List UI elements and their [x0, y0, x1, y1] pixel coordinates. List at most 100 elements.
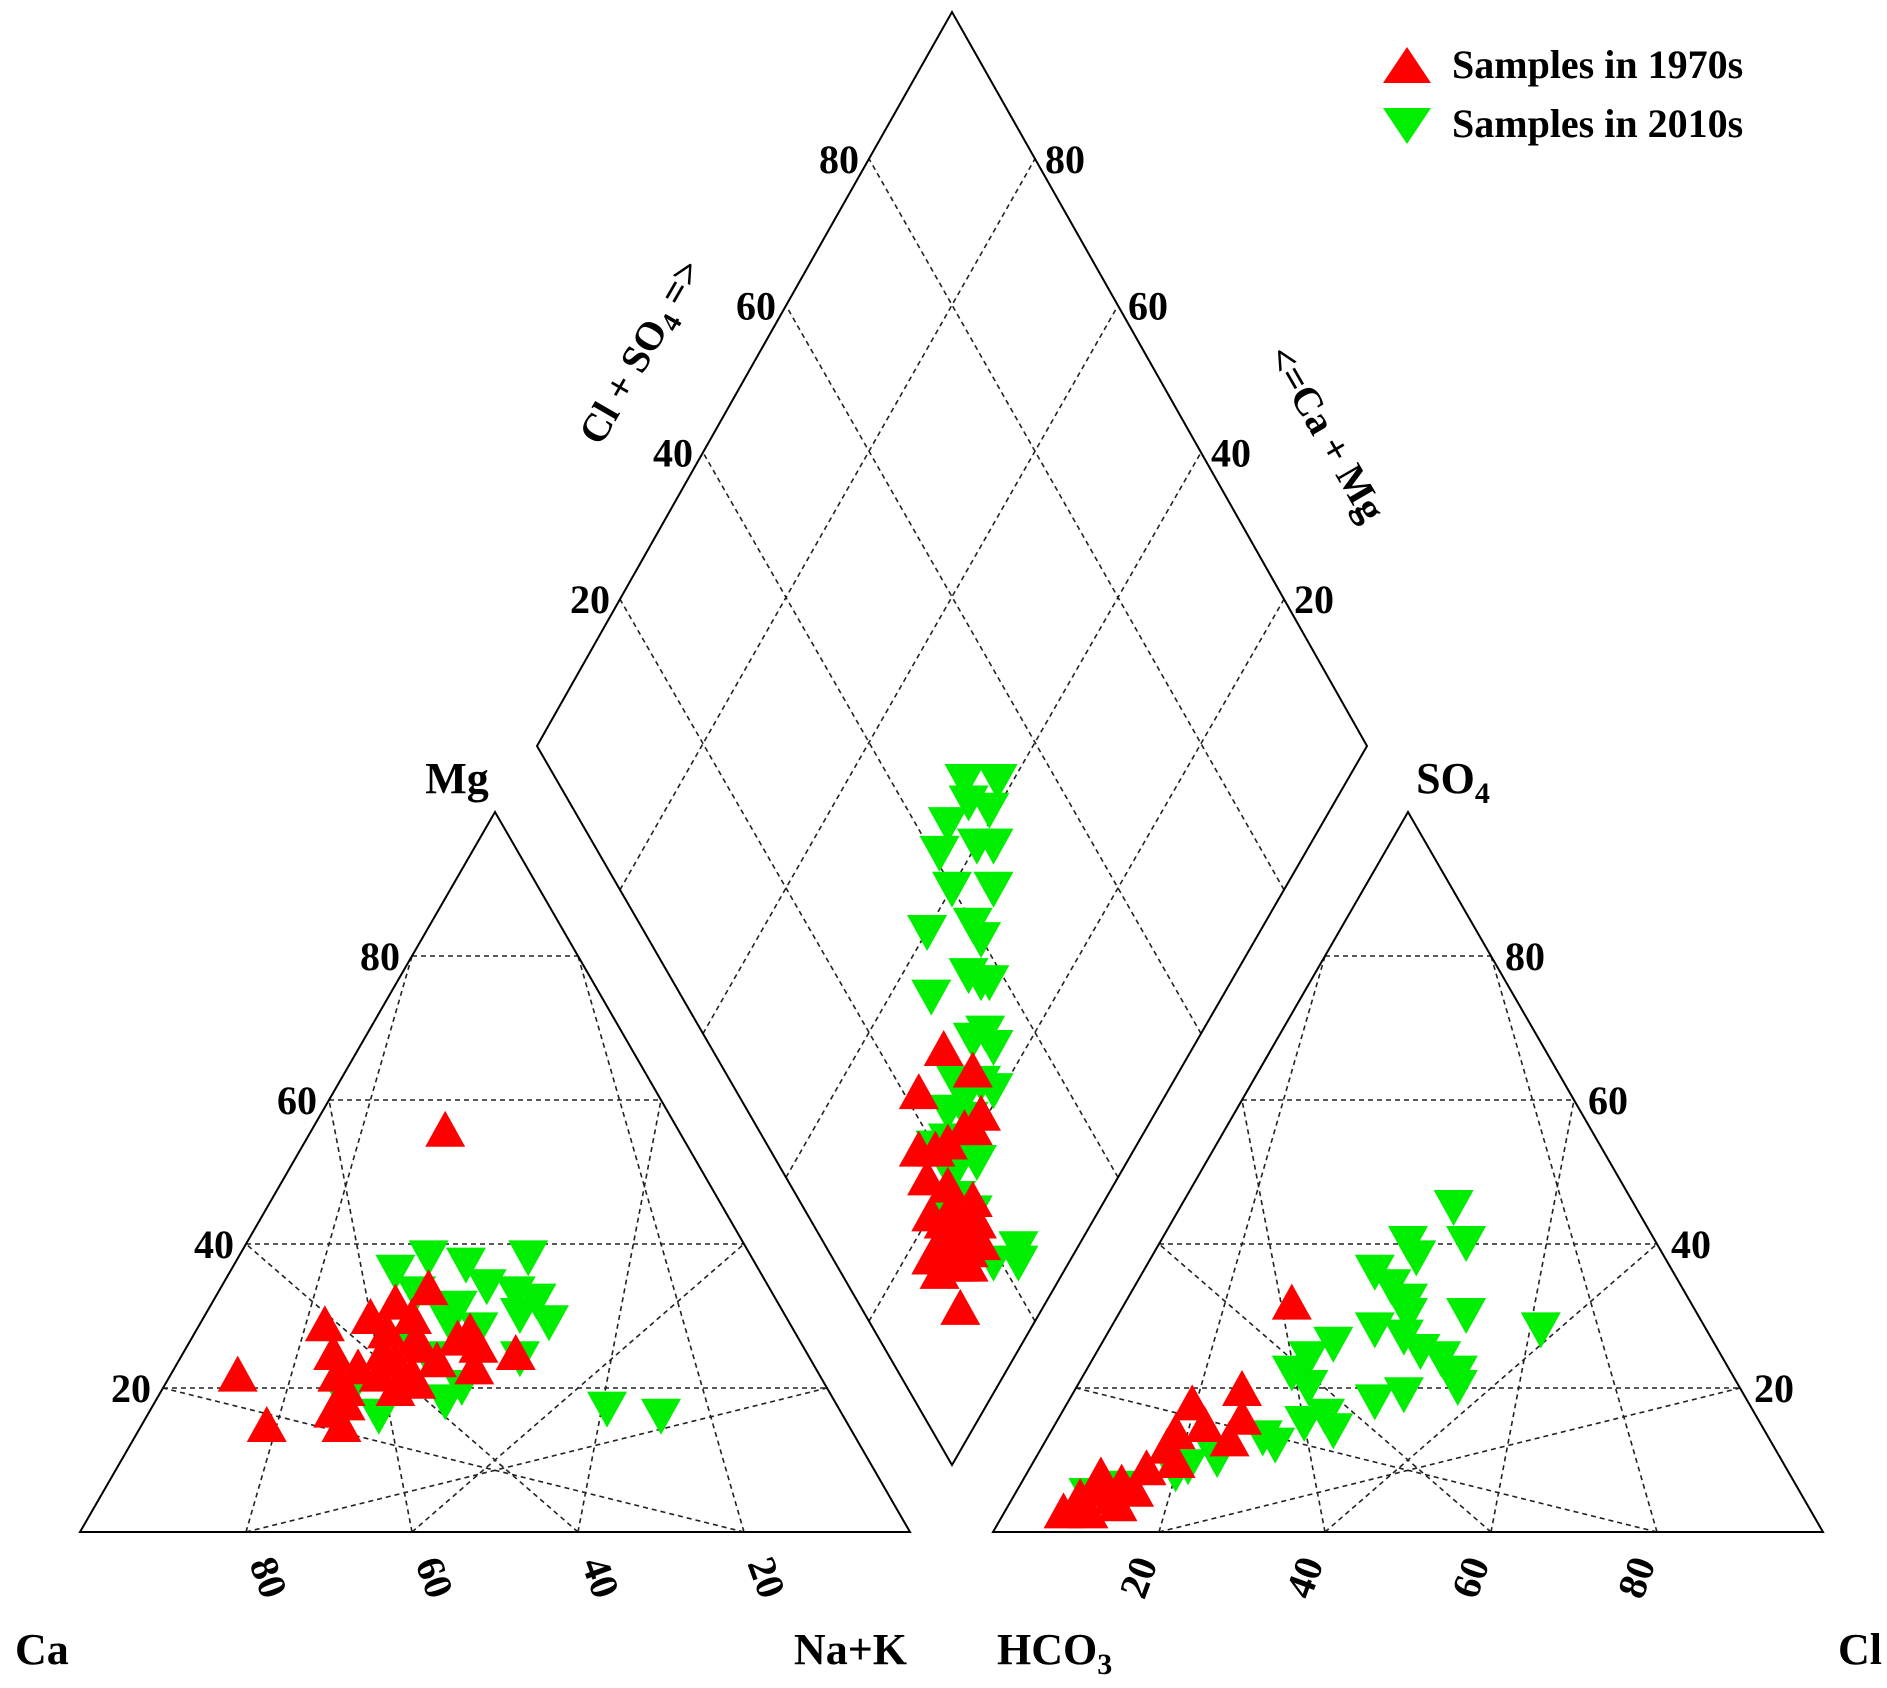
cation-point-1970s — [338, 1348, 379, 1385]
legend: Samples in 1970s Samples in 2010s — [1383, 42, 1743, 146]
anion-grid-right — [1490, 955, 1658, 1533]
diamond-point-2010s — [956, 1145, 997, 1182]
diamond-grid-line — [702, 452, 1119, 1178]
cation-point-1970s — [246, 1406, 287, 1442]
anion-point-2010s — [1354, 1384, 1395, 1421]
cation-point-1970s — [313, 1334, 354, 1370]
diamond-point-1970s — [927, 1123, 968, 1160]
anion-cl-tick: 60 — [1442, 1551, 1498, 1604]
diamond-point-2010s — [919, 835, 960, 872]
diamond-point-2010s — [973, 828, 1014, 865]
diamond-point-1970s — [907, 1159, 948, 1196]
anion-grid-left — [1075, 1387, 1658, 1533]
anion-point-2010s — [1388, 1298, 1428, 1334]
anion-point-1970s — [1126, 1449, 1167, 1486]
diamond-left-axis-label: Cl + SO4 => — [569, 251, 716, 455]
cation-point-1970s — [396, 1362, 437, 1399]
diamond-grid-line — [785, 305, 1202, 1034]
cation-grid-right — [411, 1243, 745, 1533]
anion-left-label: HCO3 — [997, 1625, 1112, 1681]
cation-point-2010s — [408, 1240, 449, 1277]
cation-point-2010s — [641, 1398, 681, 1435]
anion-grid-left — [1158, 1243, 1492, 1533]
anion-point-2010s — [1313, 1326, 1354, 1363]
cation-grid-right — [577, 955, 745, 1533]
cation-grid-right — [577, 1099, 662, 1533]
anion-right-label: Cl — [1838, 1625, 1882, 1674]
cation-point-1970s — [425, 1110, 466, 1147]
diamond-point-2010s — [965, 1015, 1006, 1052]
anion-point-2010s — [1313, 1413, 1354, 1450]
anion-point-1970s — [1222, 1370, 1262, 1406]
anion-point-1970s — [1271, 1283, 1312, 1320]
anion-cl-tick: 40 — [1276, 1551, 1332, 1604]
diagram-frames — [78, 9, 1825, 1533]
cation-point-2010s — [466, 1269, 507, 1306]
diamond-point-1970s — [961, 1094, 1002, 1131]
cation-point-2010s — [375, 1254, 416, 1291]
anion-point-2010s — [1354, 1312, 1395, 1349]
diamond-right-tick: 20 — [1294, 577, 1334, 622]
diamond-right-tick: 40 — [1211, 430, 1251, 475]
anion-point-2010s — [1437, 1370, 1478, 1406]
diamond-point-1970s — [956, 1202, 997, 1239]
anion-point-1970s — [1043, 1492, 1084, 1529]
diamond-point-2010s — [911, 979, 952, 1016]
anion-point-2010s — [1284, 1406, 1325, 1442]
diamond-left-tick: 20 — [570, 577, 610, 622]
anion-point-1970s — [1155, 1442, 1196, 1478]
cation-point-2010s — [587, 1391, 628, 1428]
legend-label-2010s: Samples in 2010s — [1452, 101, 1743, 146]
cation-point-1970s — [454, 1348, 495, 1385]
diamond-grid-line — [702, 305, 1119, 1034]
anion-point-2010s — [1446, 1298, 1487, 1334]
anion-triangle-frame — [991, 809, 1825, 1533]
anion-point-2010s — [1288, 1370, 1329, 1406]
diamond-left-tick: 80 — [819, 137, 859, 182]
diamond-right-axis-label: <=Ca + Mg — [1258, 338, 1394, 529]
cation-point-1970s — [350, 1298, 391, 1334]
diamond-point-2010s — [969, 965, 1010, 1002]
diamond-point-1970s — [952, 1051, 993, 1088]
diamond-point-2010s — [907, 914, 948, 951]
anion-point-2010s — [1383, 1377, 1424, 1414]
cation-point-1970s — [392, 1298, 432, 1334]
cation-ca-tick: 20 — [739, 1551, 795, 1604]
diamond-point-2010s — [927, 807, 968, 844]
diamond-right-tick: 60 — [1128, 284, 1168, 329]
diamond-point-2010s — [969, 792, 1010, 829]
diamond-point-2010s — [932, 871, 972, 908]
anion-point-2010s — [1520, 1312, 1561, 1349]
anion-point-1970s — [1209, 1420, 1250, 1457]
diamond-point-1970s — [952, 1180, 993, 1217]
diamond-point-2010s — [973, 871, 1014, 908]
diamond-point-2010s — [977, 763, 1018, 800]
diamond-point-1970s — [948, 1245, 989, 1282]
diamond-right-tick: 80 — [1045, 137, 1085, 182]
cation-point-1970s — [437, 1319, 478, 1356]
cation-point-2010s — [358, 1398, 399, 1435]
cation-point-1970s — [217, 1355, 258, 1392]
cation-point-1970s — [495, 1334, 536, 1370]
cation-point-1970s — [325, 1384, 366, 1421]
anion-grid-right — [1158, 1387, 1741, 1533]
diamond-point-2010s — [998, 1231, 1039, 1268]
data-points — [217, 763, 1561, 1529]
legend-label-1970s: Samples in 1970s — [1452, 42, 1743, 87]
cation-mg-tick: 80 — [360, 934, 400, 979]
anion-point-2010s — [1396, 1240, 1437, 1277]
diamond-frame — [535, 9, 1369, 1468]
diamond-point-1970s — [898, 1130, 939, 1167]
anion-so4-tick: 20 — [1754, 1366, 1794, 1411]
cation-point-1970s — [304, 1305, 345, 1342]
anion-point-1970s — [1080, 1456, 1121, 1493]
anion-point-1970s — [1114, 1470, 1155, 1507]
cation-point-2010s — [508, 1240, 549, 1277]
anion-point-2010s — [1255, 1427, 1296, 1464]
diamond-left-tick: 60 — [736, 284, 776, 329]
anion-so4-tick: 80 — [1505, 934, 1545, 979]
anion-point-1970s — [1184, 1406, 1225, 1442]
cation-grid-right — [245, 1387, 828, 1533]
anion-cl-tick: 80 — [1608, 1551, 1664, 1604]
